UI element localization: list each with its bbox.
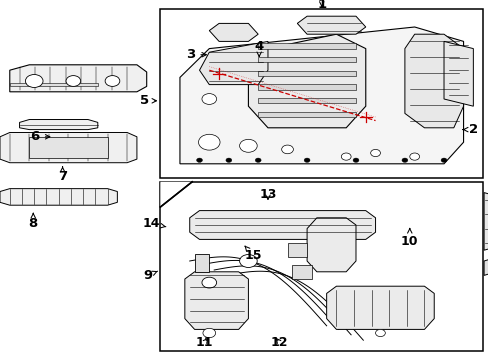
Polygon shape: [29, 137, 107, 158]
Text: 6: 6: [31, 130, 50, 143]
Text: 13: 13: [259, 188, 276, 201]
Circle shape: [66, 76, 81, 86]
Text: 11: 11: [195, 336, 213, 349]
Text: 12: 12: [270, 336, 288, 349]
Polygon shape: [10, 65, 146, 92]
Circle shape: [304, 158, 309, 162]
Text: 14: 14: [142, 217, 165, 230]
Circle shape: [239, 139, 257, 152]
Polygon shape: [483, 254, 488, 275]
Polygon shape: [0, 132, 137, 163]
Polygon shape: [326, 286, 433, 329]
Circle shape: [375, 329, 385, 337]
Polygon shape: [443, 41, 472, 106]
Polygon shape: [194, 254, 209, 272]
Circle shape: [409, 153, 419, 160]
Circle shape: [198, 134, 220, 150]
Polygon shape: [189, 211, 375, 239]
Text: 2: 2: [462, 123, 477, 136]
Text: 1: 1: [317, 0, 325, 11]
Circle shape: [401, 158, 407, 162]
Polygon shape: [160, 182, 192, 207]
Circle shape: [370, 149, 380, 157]
Polygon shape: [0, 189, 117, 205]
Polygon shape: [20, 120, 98, 130]
Circle shape: [239, 255, 257, 267]
Polygon shape: [258, 112, 355, 117]
Polygon shape: [258, 98, 355, 103]
Polygon shape: [258, 57, 355, 62]
Bar: [160, 182, 482, 351]
Circle shape: [202, 277, 216, 288]
Text: 10: 10: [400, 229, 418, 248]
Text: 8: 8: [29, 213, 38, 230]
Circle shape: [202, 94, 216, 104]
Polygon shape: [180, 27, 463, 164]
Circle shape: [352, 158, 358, 162]
Circle shape: [25, 75, 43, 87]
Text: 9: 9: [143, 269, 157, 282]
Circle shape: [440, 158, 446, 162]
Circle shape: [255, 158, 261, 162]
Circle shape: [225, 158, 231, 162]
Polygon shape: [306, 218, 355, 272]
Text: 5: 5: [140, 94, 156, 107]
Circle shape: [196, 158, 202, 162]
Bar: [160, 9, 482, 178]
Polygon shape: [209, 23, 258, 41]
Polygon shape: [248, 34, 365, 128]
Text: 15: 15: [244, 246, 262, 262]
Polygon shape: [10, 83, 98, 86]
Circle shape: [203, 328, 215, 338]
Polygon shape: [297, 16, 365, 34]
Polygon shape: [287, 243, 306, 257]
Polygon shape: [292, 265, 311, 279]
Text: 7: 7: [58, 167, 67, 183]
Polygon shape: [258, 43, 355, 49]
Text: 3: 3: [186, 48, 206, 61]
Circle shape: [281, 145, 293, 154]
Polygon shape: [258, 84, 355, 90]
Polygon shape: [483, 193, 488, 250]
Polygon shape: [184, 272, 248, 329]
Polygon shape: [199, 41, 267, 85]
Circle shape: [105, 76, 120, 86]
Polygon shape: [404, 34, 463, 128]
Text: 4: 4: [254, 40, 263, 57]
Circle shape: [341, 153, 350, 160]
Polygon shape: [258, 71, 355, 76]
